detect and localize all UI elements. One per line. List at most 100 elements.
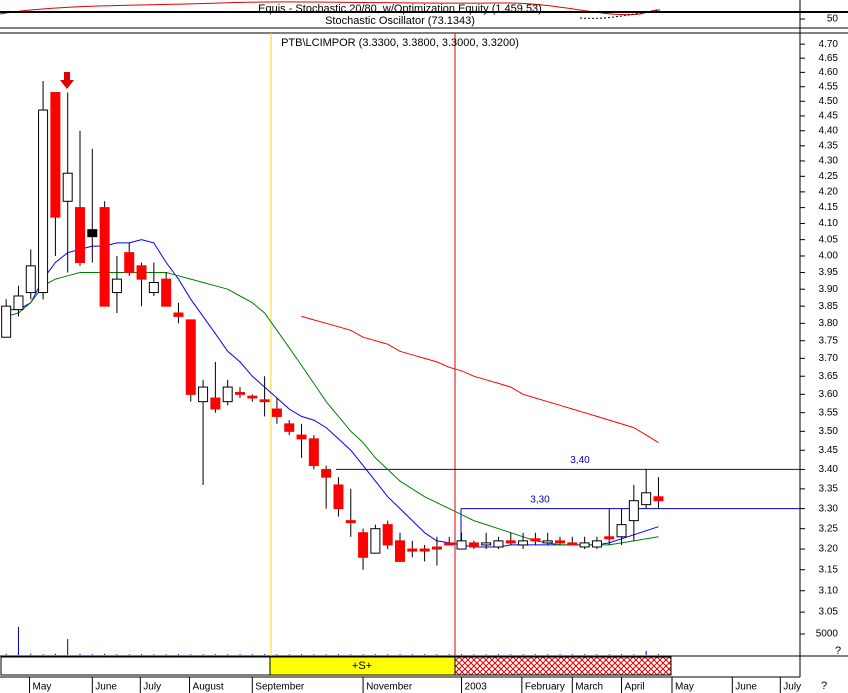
- oscillator-title: Stochastic Oscillator (73.1343): [325, 15, 475, 27]
- y-tick-label: 4.10: [819, 218, 839, 229]
- x-tick-label: February: [525, 682, 565, 693]
- y-tick-label: 4.60: [819, 67, 839, 78]
- help-mark[interactable]: ?: [835, 645, 841, 657]
- y-tick-label: 5000: [816, 629, 839, 640]
- y-tick-label: 3.15: [819, 564, 839, 575]
- y-tick-label: 3.05: [819, 607, 839, 618]
- candle-body: [555, 540, 565, 544]
- candle-body: [456, 540, 467, 550]
- stochastic-signal: [579, 9, 661, 19]
- y-tick-label: 3.80: [819, 318, 839, 329]
- candle-body: [161, 278, 172, 307]
- candle-body: [296, 434, 307, 440]
- candle-body: [99, 207, 110, 307]
- candle-body: [185, 319, 196, 395]
- signal-arrow: [60, 72, 74, 89]
- candle-body: [431, 546, 442, 550]
- y-tick-label: 3.65: [819, 371, 839, 382]
- candle-body: [616, 524, 627, 538]
- candle-body: [481, 542, 492, 546]
- candle-body: [198, 386, 209, 403]
- y-tick-label: 3.60: [819, 389, 839, 400]
- x-tick-label: 2003: [465, 682, 488, 693]
- candle-body: [505, 540, 516, 544]
- y-tick-label: 3.30: [819, 503, 839, 514]
- moving-average: [6, 239, 659, 548]
- candle-body: [407, 548, 418, 552]
- y-tick-label: 3.10: [819, 585, 839, 596]
- x-tick-label: May: [675, 682, 694, 693]
- candle-body: [444, 542, 455, 546]
- y-tick-label: 3.25: [819, 523, 839, 534]
- candle-body: [38, 109, 49, 294]
- candle-body: [530, 538, 541, 542]
- y-tick-label: 4.50: [819, 96, 839, 107]
- price-title: PTB\LCIMPOR (3.3300, 3.3800, 3.3000, 3.3…: [281, 37, 519, 49]
- y-tick-label: 4.40: [819, 125, 839, 136]
- candle-body: [382, 524, 393, 546]
- candle-body: [641, 492, 652, 506]
- signal-band: [454, 656, 672, 676]
- y-tick-label: 3.55: [819, 407, 839, 418]
- x-tick-label: November: [366, 682, 413, 693]
- y-tick-label: 3.20: [819, 544, 839, 555]
- candle-body: [148, 281, 159, 294]
- x-tick-label: June: [95, 682, 117, 693]
- y-tick-label: 3.40: [819, 464, 839, 475]
- y-tick-label: 4.00: [819, 251, 839, 262]
- candle-body: [579, 542, 590, 548]
- moving-average: [6, 272, 659, 546]
- x-tick-label: August: [193, 682, 224, 693]
- candle-body: [271, 408, 282, 417]
- y-tick-label: 3.95: [819, 267, 839, 278]
- x-tick-label: June: [735, 682, 757, 693]
- x-tick-label: March: [575, 682, 603, 693]
- candle-body: [345, 520, 356, 524]
- x-tick-label: July: [783, 682, 801, 693]
- y-tick-label: 4.55: [819, 81, 839, 92]
- candle-body: [518, 540, 529, 546]
- y-tick-label: 3.85: [819, 301, 839, 312]
- candle-body: [395, 540, 405, 562]
- candle-body: [419, 548, 430, 552]
- candle-body: [628, 500, 639, 522]
- candle-body: [370, 528, 381, 554]
- y-tick-label: 4.45: [819, 111, 839, 122]
- candle-body: [50, 92, 61, 218]
- y-tick-label: 3.35: [819, 484, 839, 495]
- candle-body: [542, 540, 553, 544]
- stochastic-line: [0, 1, 661, 16]
- level-label: 3,40: [570, 455, 590, 466]
- x-tick-label: May: [33, 682, 52, 693]
- y-tick-label: 3.70: [819, 353, 839, 364]
- candle-body: [111, 278, 122, 294]
- candle-body: [604, 536, 615, 540]
- y-tick-label: 4.65: [819, 53, 839, 64]
- candle-body: [333, 484, 344, 510]
- level-label: 3,30: [530, 494, 550, 505]
- y-tick-label: 4.30: [819, 156, 839, 167]
- y-tick-label: 4.25: [819, 171, 839, 182]
- candle-body: [87, 229, 98, 238]
- candle-body: [13, 295, 24, 311]
- candle-body: [25, 265, 36, 294]
- help-mark[interactable]: ?: [821, 680, 827, 692]
- candle-body: [136, 265, 147, 280]
- candle-body: [358, 532, 369, 558]
- signal-label: +S+: [352, 660, 372, 672]
- candle-body: [1, 305, 12, 338]
- candle-body: [235, 392, 245, 395]
- signal-band: [0, 656, 271, 676]
- candle-body: [284, 423, 295, 432]
- y-tick-label: 4.35: [819, 140, 839, 151]
- y-tick-label: 3.45: [819, 445, 839, 456]
- x-tick-label: September: [255, 682, 305, 693]
- y-tick-label: 4.05: [819, 234, 839, 245]
- candle-body: [259, 399, 270, 403]
- y-tick-label: 3.50: [819, 426, 839, 437]
- candle-body: [62, 172, 73, 202]
- candle-body: [653, 496, 664, 502]
- candle-body: [591, 540, 602, 548]
- candle-body: [75, 207, 85, 264]
